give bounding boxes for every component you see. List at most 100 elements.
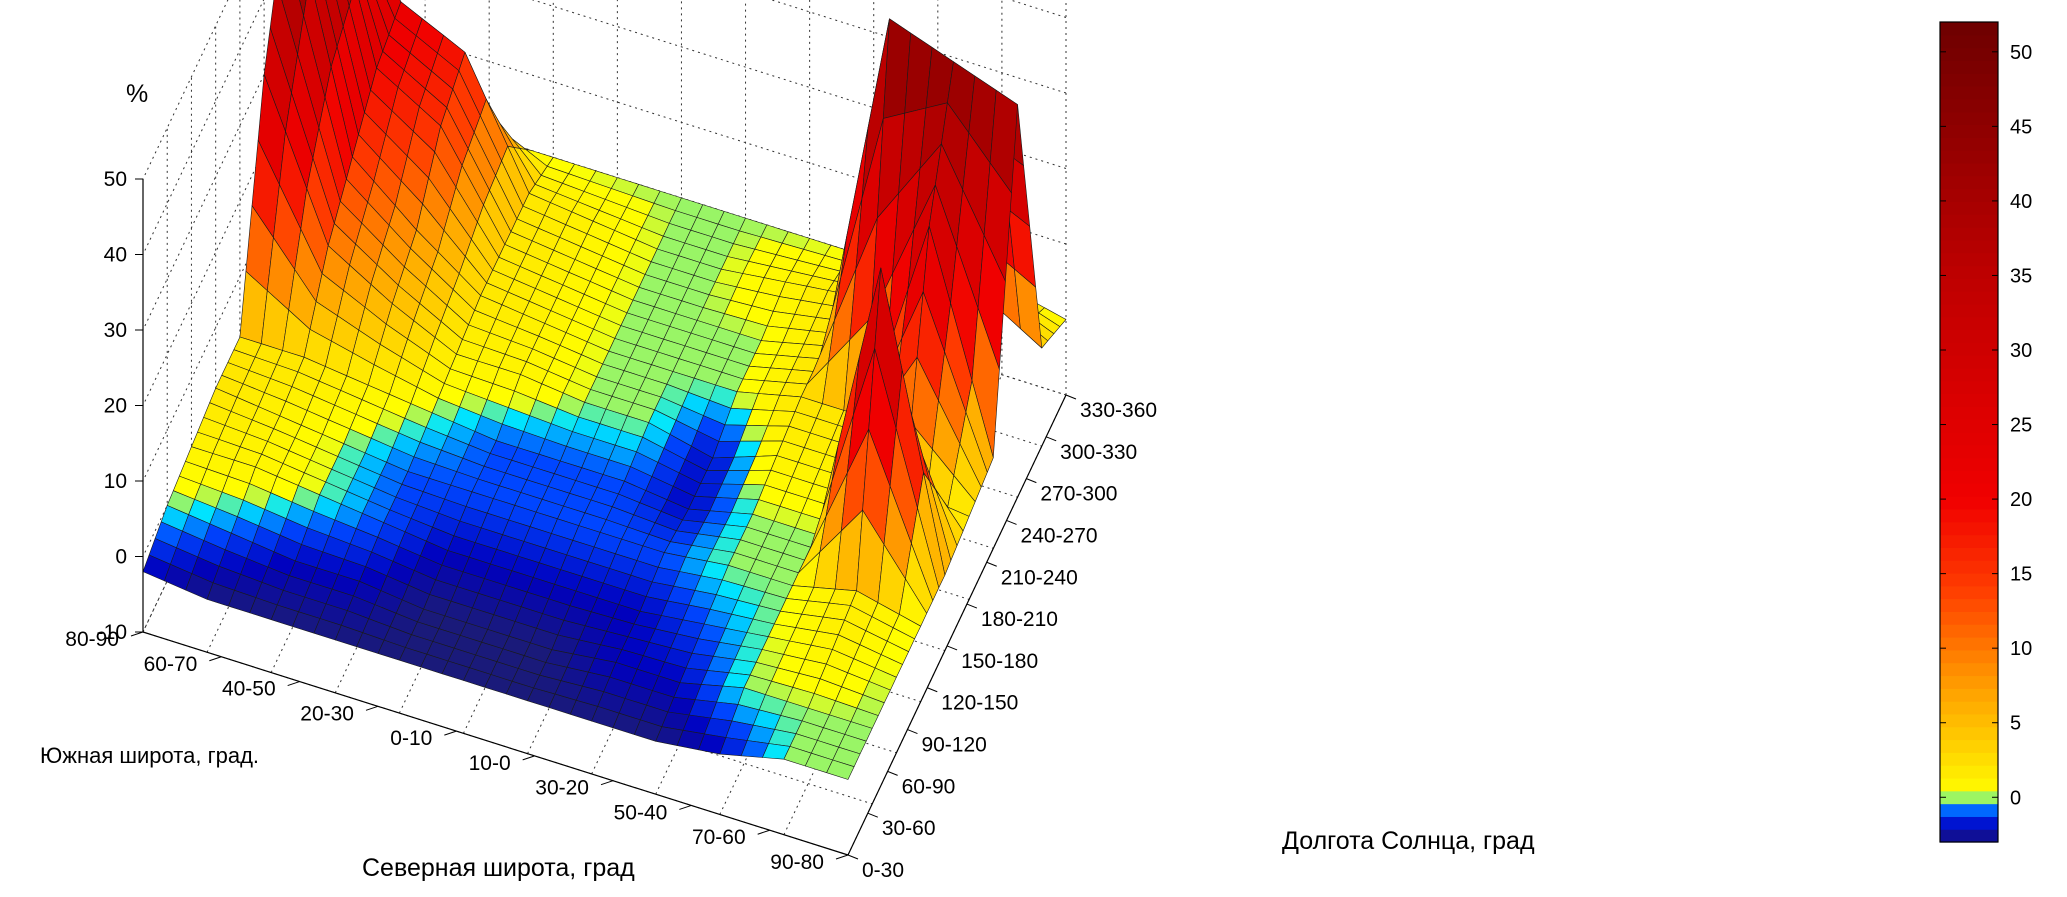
- colorbar-tick-label: 5: [2010, 713, 2021, 735]
- colorbar-tick-label: 40: [2010, 191, 2032, 213]
- lat-tick-label: 40-50: [222, 678, 276, 701]
- lon-tick-mark: [867, 812, 879, 818]
- colorbar-tick-label: 30: [2010, 340, 2032, 362]
- colorbar-band: [1940, 73, 1998, 87]
- colorbar-band: [1940, 777, 1998, 792]
- colorbar-tick-label: 45: [2010, 116, 2032, 138]
- z-axis-label: %: [126, 80, 148, 108]
- x-axis-line: [847, 394, 1067, 856]
- colorbar-band: [1940, 265, 1998, 279]
- colorbar-band: [1940, 726, 1998, 741]
- colorbar-band: [1940, 560, 1998, 574]
- colorbar-band: [1940, 22, 1998, 36]
- lat-tick-mark: [130, 631, 144, 637]
- colorbar-band: [1940, 496, 1998, 510]
- colorbar-band: [1940, 624, 1998, 638]
- lon-tick-mark: [907, 729, 918, 735]
- colorbar-band: [1940, 137, 1998, 151]
- lon-tick-label: 300-330: [1060, 441, 1137, 464]
- lon-tick-label: 270-300: [1040, 483, 1117, 506]
- colorbar-band: [1940, 86, 1998, 100]
- colorbar: 0 5 10 15 20 25 30 35 40 45 50: [1939, 21, 2032, 843]
- colorbar-band: [1940, 355, 1998, 369]
- colorbar-band: [1940, 611, 1998, 625]
- z-tick-label: 40: [104, 244, 127, 267]
- colorbar-band: [1940, 662, 1998, 677]
- y-axis-line: [142, 631, 849, 856]
- lat-tick-label: 50-40: [614, 801, 668, 824]
- colorbar-band: [1940, 637, 1998, 651]
- colorbar-band: [1940, 329, 1998, 343]
- colorbar-band: [1940, 303, 1998, 318]
- colorbar-tick-label: 25: [2010, 415, 2032, 437]
- colorbar-tick-label: 35: [2010, 265, 2032, 287]
- colorbar-band: [1940, 111, 1998, 126]
- lon-tick-label: 60-90: [902, 775, 956, 798]
- z-tick-label: 10: [104, 470, 127, 493]
- lon-tick-mark: [966, 603, 978, 609]
- colorbar-band: [1940, 239, 1998, 254]
- lon-tick-mark: [946, 645, 958, 651]
- colorbar-band: [1940, 508, 1998, 523]
- colorbar-band: [1940, 214, 1998, 228]
- lon-tick-mark: [927, 687, 938, 693]
- colorbar-band: [1940, 367, 1998, 382]
- colorbar-band: [1940, 162, 1998, 177]
- z-tick-label: 50: [104, 168, 127, 191]
- lat-tick-mark: [679, 804, 692, 810]
- lon-tick-label: 240-270: [1021, 524, 1098, 547]
- colorbar-tick-label: 10: [2010, 638, 2032, 660]
- lon-tick-label: 0-30: [862, 859, 904, 882]
- colorbar-band: [1940, 316, 1998, 331]
- colorbar-tick-label: 50: [2010, 42, 2032, 64]
- colorbar-band: [1940, 124, 1998, 138]
- lon-tick-label: 330-360: [1080, 399, 1157, 422]
- colorbar-band: [1940, 534, 1998, 548]
- south-latitude-label: Южная широта, град.: [40, 743, 259, 768]
- colorbar-band: [1940, 585, 1998, 600]
- lon-tick-mark: [847, 854, 859, 860]
- surface-layer: [142, 0, 1067, 780]
- colorbar-band: [1940, 278, 1998, 292]
- colorbar-band: [1940, 175, 1998, 190]
- lat-tick-mark: [365, 705, 379, 711]
- lat-tick-label: 10-0: [469, 752, 511, 775]
- colorbar-band: [1940, 829, 1998, 843]
- lat-tick-mark: [287, 681, 300, 687]
- lon-tick-mark: [1026, 478, 1037, 484]
- z-tick-label: 30: [104, 319, 127, 342]
- longitude-label: Долгота Солнца, град: [1282, 827, 1535, 855]
- lat-tick-mark: [757, 829, 770, 835]
- grid-line-z: [142, 0, 1067, 331]
- lon-tick-mark: [1045, 436, 1057, 442]
- colorbar-band: [1940, 457, 1998, 472]
- lon-tick-label: 180-210: [981, 608, 1058, 631]
- colorbar-band: [1940, 393, 1998, 407]
- colorbar-band: [1940, 803, 1998, 817]
- colorbar-band: [1940, 419, 1998, 433]
- lat-tick-mark: [444, 730, 457, 736]
- lon-tick-label: 210-240: [1001, 566, 1078, 589]
- z-tick-label: 20: [104, 395, 127, 418]
- colorbar-band: [1940, 444, 1998, 459]
- colorbar-band: [1940, 380, 1998, 395]
- colorbar-band: [1940, 816, 1998, 830]
- colorbar-band: [1940, 252, 1998, 267]
- lon-tick-mark: [887, 770, 898, 776]
- colorbar-band: [1940, 342, 1998, 356]
- lat-tick-label: 70-60: [692, 826, 746, 849]
- colorbar-band: [1940, 406, 1998, 420]
- colorbar-band: [1940, 790, 1998, 805]
- colorbar-band: [1940, 675, 1998, 689]
- colorbar-band: [1940, 60, 1998, 74]
- colorbar-band: [1940, 432, 1998, 446]
- lat-tick-mark: [209, 656, 222, 662]
- colorbar-frame: [1939, 21, 1999, 843]
- north-latitude-label: Северная широта, град: [362, 854, 635, 882]
- colorbar-band: [1940, 701, 1998, 715]
- colorbar-band: [1940, 150, 1998, 164]
- colorbar-band: [1940, 688, 1998, 702]
- colorbar-band: [1940, 739, 1998, 753]
- colorbar-band: [1940, 752, 1998, 766]
